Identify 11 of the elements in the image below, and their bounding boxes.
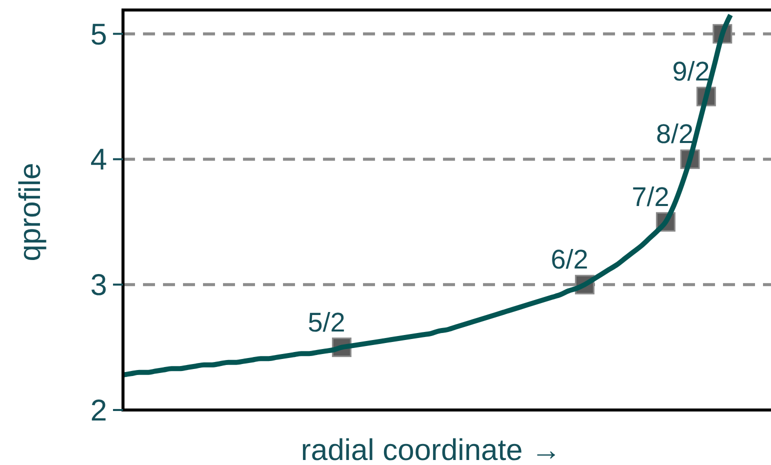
data-label: 5/2 bbox=[308, 307, 346, 338]
y-tick-label: 2 bbox=[90, 394, 107, 428]
y-tick-label: 5 bbox=[90, 18, 107, 52]
y-tick-label: 4 bbox=[90, 144, 107, 177]
data-label: 6/2 bbox=[550, 244, 588, 275]
data-label: 8/2 bbox=[656, 119, 694, 150]
x-axis-title: radial coordinate → bbox=[300, 434, 562, 465]
data-label: 7/2 bbox=[632, 182, 670, 212]
y-axis-title: qprofile bbox=[14, 162, 47, 262]
y-tick-label: 3 bbox=[90, 269, 107, 302]
data-label: 9/2 bbox=[672, 56, 710, 87]
